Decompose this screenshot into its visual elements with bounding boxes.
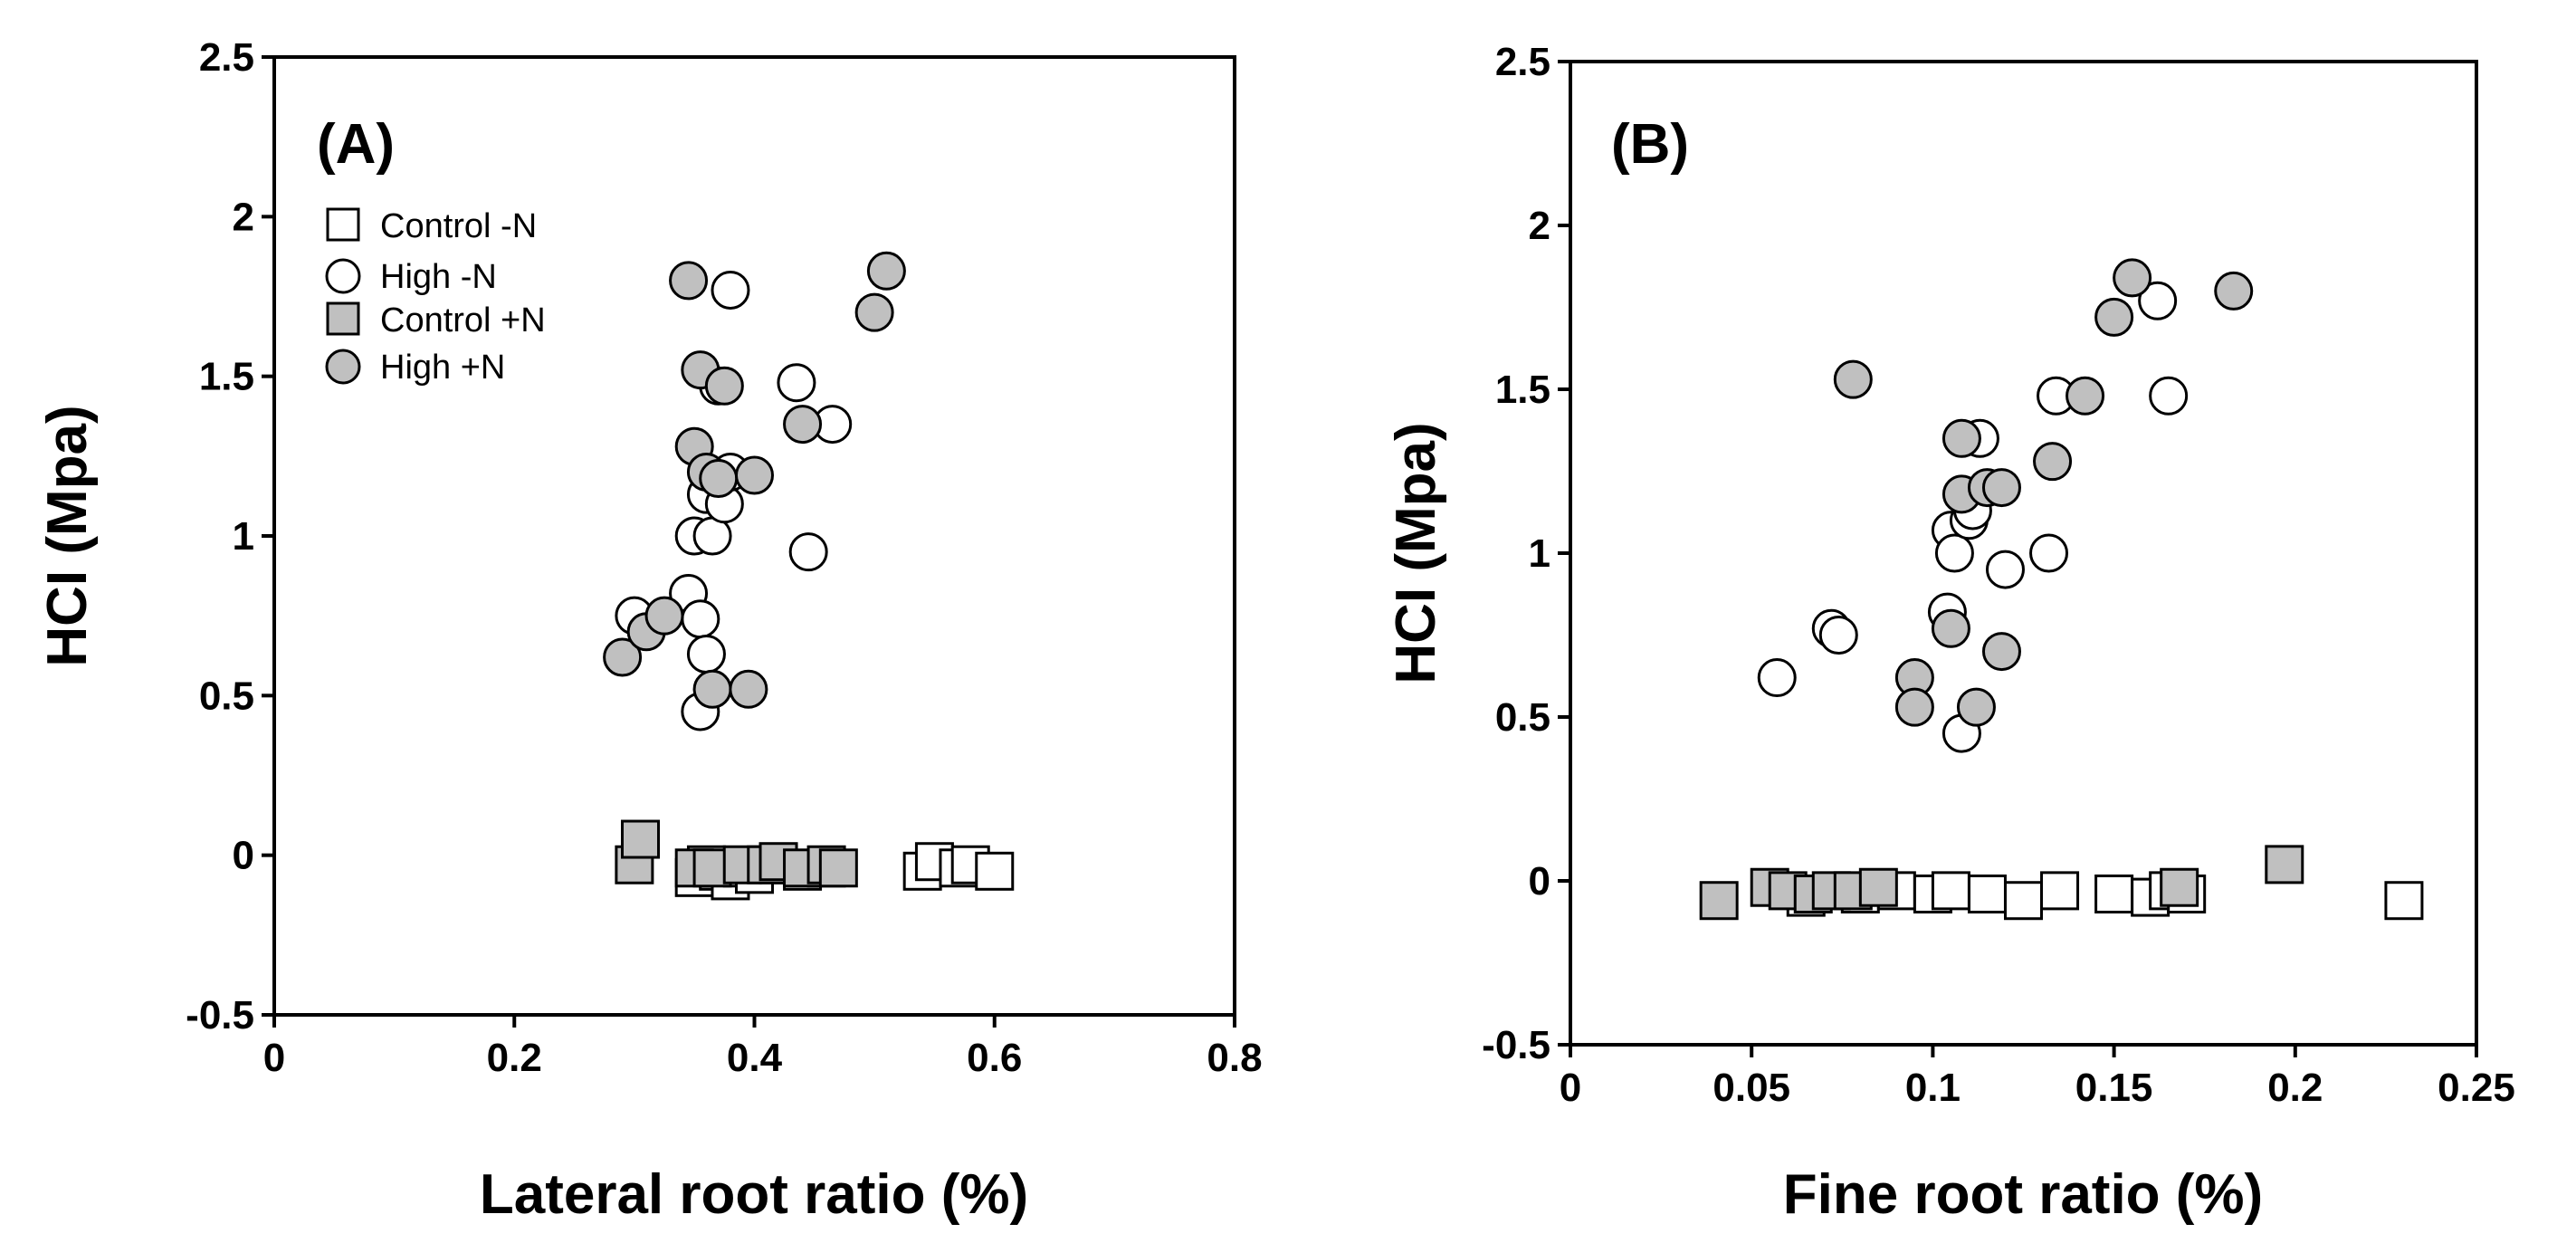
point-control-minusn	[1931, 871, 1970, 911]
point-high-plusn	[704, 366, 744, 406]
point-high-plusn	[1981, 632, 2021, 672]
y-tick-label: 2	[233, 195, 254, 239]
plot-area-b	[1569, 60, 2478, 1047]
point-high-plusn	[669, 261, 709, 301]
point-high-plusn	[1981, 468, 2021, 508]
y-tick-label: 2.5	[199, 35, 254, 80]
point-control-minusn	[1967, 874, 2007, 913]
markers-a	[603, 251, 1015, 901]
point-control-plusn	[2265, 845, 2304, 884]
x-axis-label-a: Lateral root ratio (%)	[480, 1163, 1028, 1226]
y-tick-label: -0.5	[186, 993, 254, 1037]
panel-b: 2.521.510.50-0.50 0.05 0.1 0.15 0.2 0.25 (B) …	[1385, 40, 2515, 1226]
x-tick-label: 0.1	[1905, 1066, 1961, 1110]
point-control-plusn	[1699, 881, 1739, 921]
legend-marker-control-plus-n	[326, 301, 360, 336]
y-tick-label: 2.5	[1495, 40, 1550, 84]
x-tick-label: 0.2	[487, 1036, 542, 1080]
point-high-plusn	[1942, 418, 1981, 458]
point-control-minusn	[2094, 874, 2134, 913]
x-tick-label: 0	[1560, 1066, 1581, 1110]
y-tick-label: 2	[1529, 204, 1550, 248]
legend-marker-control-minus-n	[326, 207, 360, 242]
point-high-minusn	[1818, 616, 1858, 655]
legend-label-high-plus-n: High +N	[380, 349, 505, 387]
y-tick-label: 0.5	[1495, 695, 1550, 740]
tick-labels-b: 2.521.510.50-0.50 0.05 0.1 0.15 0.2 0.25	[1482, 40, 2515, 1110]
x-tick-label: 0.8	[1207, 1036, 1262, 1080]
y-tick-label: 0	[233, 834, 254, 878]
point-high-minusn	[788, 532, 828, 572]
point-high-plusn	[1956, 687, 1996, 727]
point-control-minusn	[2384, 881, 2424, 921]
x-tick-label: 0.4	[727, 1036, 783, 1080]
panel-label-b: (B)	[1611, 113, 1689, 176]
point-high-minusn	[711, 270, 750, 310]
x-tick-label: 0.2	[2267, 1066, 2323, 1110]
point-high-plusn	[2113, 258, 2152, 298]
point-high-plusn	[644, 596, 684, 636]
x-axis-label-b: Fine root ratio (%)	[1783, 1163, 2263, 1226]
point-high-plusn	[2094, 297, 2134, 337]
point-high-plusn	[729, 669, 768, 709]
y-tick-label: 1	[1529, 531, 1550, 576]
point-high-plusn	[2066, 376, 2105, 416]
point-high-plusn	[692, 669, 732, 709]
point-high-minusn	[2149, 376, 2189, 416]
point-high-plusn	[866, 251, 906, 291]
y-tick-label: 1	[233, 514, 254, 559]
point-high-plusn	[1894, 687, 1934, 727]
panel-label-a: (A)	[317, 113, 395, 176]
tick-labels-a: 2.521.510.50-0.50 0.2 0.4 0.6 0.8	[186, 35, 1262, 1080]
point-control-minusn	[2040, 871, 2080, 911]
point-high-minusn	[2029, 533, 2069, 573]
y-tick-label: 1.5	[199, 355, 254, 399]
y-tick-label: -0.5	[1482, 1023, 1550, 1067]
legend: Control -N High -N Control +N High +N	[325, 207, 546, 387]
point-high-minusn	[2138, 281, 2178, 320]
markers-b	[1699, 258, 2424, 921]
point-control-minusn	[975, 851, 1015, 891]
x-tick-label: 0.6	[967, 1036, 1022, 1080]
point-control-minusn	[2004, 881, 2043, 921]
legend-marker-high-minus-n	[325, 258, 361, 294]
panel-a: 2.521.510.50-0.50 0.2 0.4 0.6 0.8 (A) Contro…	[36, 35, 1263, 1226]
point-high-plusn	[735, 455, 774, 495]
y-axis-label-b: HCI (Mpa)	[1385, 422, 1447, 684]
legend-label-control-plus-n: Control +N	[380, 301, 546, 339]
x-tick-label: 0.25	[2438, 1066, 2515, 1110]
y-axis-label-a: HCI (Mpa)	[36, 405, 99, 666]
point-high-plusn	[603, 637, 643, 677]
x-tick-label: 0	[263, 1036, 285, 1080]
x-tick-label: 0.15	[2075, 1066, 2153, 1110]
point-control-plusn	[621, 819, 661, 859]
point-control-plusn	[818, 848, 858, 888]
y-tick-label: 1.5	[1495, 368, 1550, 412]
ticks-b	[1558, 60, 2478, 1057]
point-high-minusn	[777, 363, 816, 403]
point-high-minusn	[1934, 533, 1974, 573]
ticks-a	[262, 55, 1236, 1028]
point-high-minusn	[1757, 658, 1797, 698]
legend-marker-high-plus-n	[325, 349, 361, 385]
legend-label-high-minus-n: High -N	[380, 258, 497, 296]
point-control-plusn	[2160, 867, 2199, 907]
point-high-plusn	[1931, 608, 1970, 648]
point-high-minusn	[681, 599, 720, 639]
point-high-plusn	[2033, 442, 2073, 482]
legend-label-control-minus-n: Control -N	[380, 207, 537, 245]
point-high-minusn	[1985, 550, 2025, 589]
point-high-plusn	[2214, 271, 2254, 311]
y-tick-label: 0	[1529, 859, 1550, 904]
point-high-plusn	[783, 405, 823, 445]
point-control-plusn	[1858, 867, 1898, 907]
y-tick-label: 0.5	[199, 674, 254, 718]
point-high-minusn	[686, 634, 726, 674]
x-tick-label: 0.05	[1713, 1066, 1790, 1110]
point-high-plusn	[699, 459, 739, 499]
point-high-plusn	[854, 292, 894, 332]
point-high-plusn	[1833, 359, 1873, 399]
